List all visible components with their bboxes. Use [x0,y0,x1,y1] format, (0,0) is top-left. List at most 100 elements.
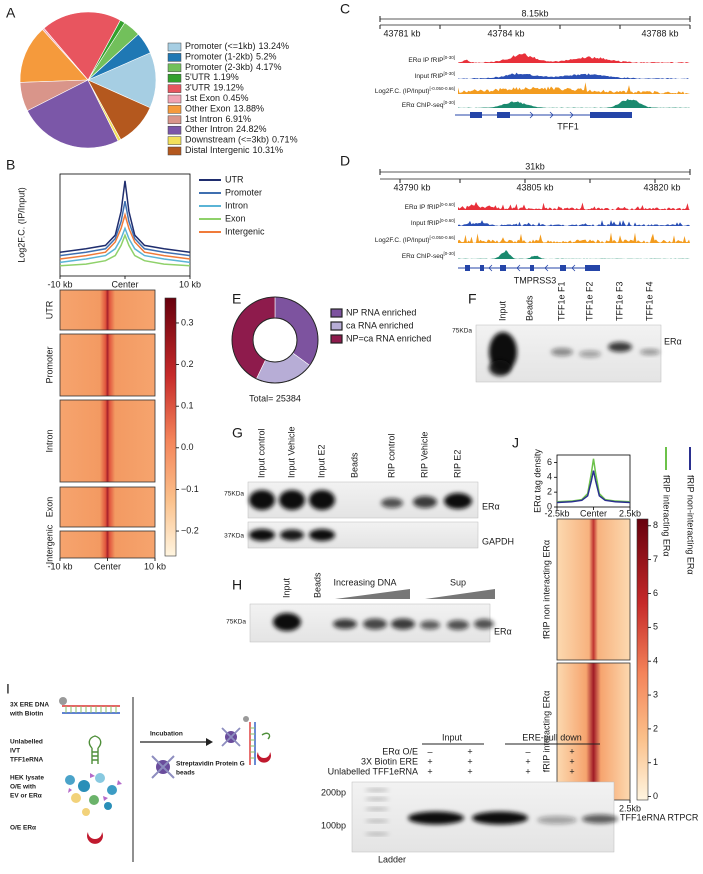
sign: + [525,766,530,776]
legend-swatch [167,94,182,104]
track-label: ERα ChIP-seq[0-30] [402,100,455,109]
legend-label: Promoter (1-2kb) 5.2% [185,52,277,62]
panel-letter: B [6,157,15,173]
sign: + [569,746,574,756]
lane-label: TFF1e F3 [614,281,624,321]
lane-label: TFF1e F4 [644,281,654,321]
legend-value: 0.45% [223,93,249,103]
sign: + [569,766,574,776]
legend-name: 1st Intron [185,114,223,124]
wedge [274,296,319,366]
gel-band [249,529,275,541]
legend-swatch [167,63,182,73]
heatmap-block [556,518,631,661]
gene-label: TFF1 [557,121,579,131]
panel-letter: F [468,291,477,307]
legend-name: Promoter (1-2kb) [185,52,253,62]
row-label: ERα O/E [382,746,418,756]
line-series [59,201,191,257]
legend-label: Promoter [225,187,262,197]
signal-track [458,98,690,108]
colorbar-tick-label: 8 [653,520,658,530]
wedge [43,11,121,81]
x-tick-label: 10 kb [144,561,166,571]
wedge [19,29,89,83]
track-label: Input fRIP[0-30] [415,71,455,80]
exon [590,112,632,118]
schematic-label: HEK lysate [10,775,44,782]
ladder-label: Ladder [378,854,406,864]
signal-track [458,220,690,226]
track-label: ERα IP fRIP[0-30] [408,55,455,64]
row-label: 3X Biotin ERE [361,756,418,766]
marker-label: 100bp [321,820,346,830]
colorbar-tick-label: 0.1 [181,401,194,411]
line-series [59,226,191,264]
schematic-label: O/E with [10,784,36,791]
heatmap-block [556,662,631,801]
strand-arrows [529,111,574,119]
track-name: ERα IP fRIP [408,57,443,64]
wedge [87,52,157,109]
legend-swatch [167,53,182,62]
signal-track [458,53,690,63]
lane-label: Input Vehicle [286,426,296,478]
colorbar-tick-label: 6 [653,588,658,598]
legend-value: 6.91% [226,114,252,124]
y-axis-label: Log2F.C. (IP/Input) [16,187,26,263]
gel-band [444,493,472,509]
legend-label: fRIP interacting ERα [662,475,672,557]
gel-band [472,811,528,825]
gel-band [309,529,335,541]
sign: + [467,766,472,776]
legend-swatch [330,308,343,318]
legend-label: NP=ca RNA enriched [346,333,431,343]
protein-label: ERα [494,626,512,636]
colorbar-tick-label: 0 [653,791,658,801]
panel-letter: H [232,577,242,593]
exon [585,265,600,271]
track-range: [0-0.60] [440,218,455,223]
gel-band [365,832,389,836]
schematic-label: Unlabelled [10,739,43,746]
coordinate: 43820 kb [643,182,680,192]
y-tick-label: 6 [547,457,552,467]
exon [470,112,482,118]
legend-name: Distal Intergenic [185,145,250,155]
colorbar-tick-label: −0.1 [181,484,199,494]
coordinate: 43784 kb [487,28,524,38]
panel-letter: D [340,153,350,169]
legend-swatch [330,334,343,344]
x-tick-label: 2.5kb [619,508,641,518]
gel-band [273,613,301,631]
track-name: ERα ChIP-seq [402,102,444,109]
colorbar-tick-label: 5 [653,622,658,632]
colorbar-tick-label: 0.0 [181,442,194,452]
legend-name: Downstream (<=3kb) [185,135,269,145]
row-label: Exon [44,497,54,518]
lane-label: RIP E2 [452,450,462,478]
legend-swatch [167,136,182,145]
gel-band [413,496,437,508]
marker-label: 200bp [321,787,346,797]
y-tick-label: 4 [547,472,552,482]
row-label: Promoter [44,346,54,383]
colorbar-tick-label: 3 [653,689,658,699]
schematic-label: with Biotin [9,711,43,718]
track-label: Log2F.C. (IP/Input)[-0.050-0.66] [375,86,455,95]
colorbar-tick-label: 4 [653,656,658,666]
y-tick-label: 0 [547,501,552,511]
line-series [556,470,631,504]
coordinate: 43781 kb [383,28,420,38]
legend-label: Promoter (<=1kb) 13.24% [185,41,289,51]
gel-band [474,619,494,629]
colorbar-tick-label: 7 [653,554,658,564]
signal-track [458,250,690,259]
track-label: Log2F.C. (IP/Input)[-0.050-0.66] [375,235,455,244]
span-ends [379,16,691,22]
group-label: Sup [450,577,466,587]
schematic-label: TFF1eRNA [10,757,44,764]
lane-label: Input [281,577,291,598]
strand-arrows [488,264,576,272]
